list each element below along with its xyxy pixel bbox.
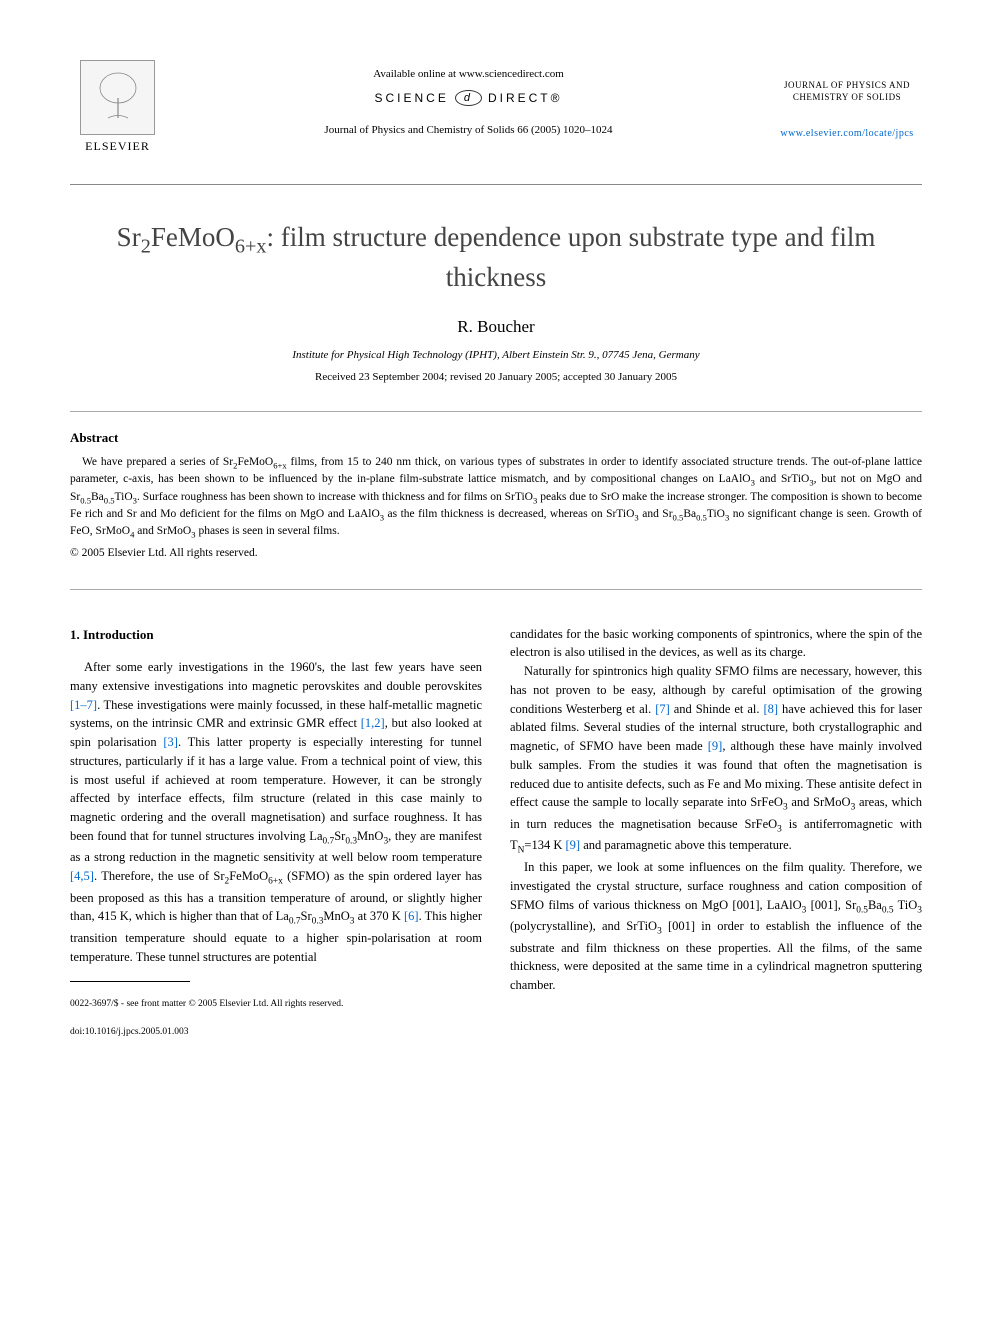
sub: 0.3	[345, 836, 357, 846]
abstract-text: TiO	[115, 491, 133, 503]
sub: 0.5	[696, 512, 707, 522]
header-divider	[70, 184, 922, 185]
abstract-bottom-divider	[70, 589, 922, 590]
available-online-text: Available online at www.sciencedirect.co…	[165, 68, 772, 80]
body-text: After some early investigations in the 1…	[70, 660, 482, 693]
sub: 0.7	[323, 836, 335, 846]
abstract-text: and Sr	[639, 508, 673, 520]
sub: 0.5	[882, 905, 894, 915]
abstract-text: Ba	[91, 491, 104, 503]
sub: 6+x	[268, 877, 283, 887]
ref-link-8[interactable]: [8]	[763, 702, 778, 716]
body-columns: 1. Introduction After some early investi…	[70, 625, 922, 1039]
journal-name-right: JOURNAL OF PHYSICS AND CHEMISTRY OF SOLI…	[772, 80, 922, 103]
body-text: MnO	[323, 909, 349, 923]
body-text: Ba	[868, 898, 882, 912]
body-text: [001], Sr	[806, 898, 856, 912]
abstract-text: Ba	[683, 508, 696, 520]
body-text: FeMoO	[229, 869, 268, 883]
left-column: 1. Introduction After some early investi…	[70, 625, 482, 1039]
intro-paragraph-1-cont: candidates for the basic working compone…	[510, 625, 922, 663]
sub: 0.7	[289, 917, 301, 927]
ref-link-9b[interactable]: [9]	[565, 838, 580, 852]
body-text: (polycrystalline), and SrTiO	[510, 919, 657, 933]
intro-paragraph-1: After some early investigations in the 1…	[70, 658, 482, 966]
sub: 0.5	[80, 495, 91, 505]
sub: 0.5	[856, 905, 868, 915]
ref-link-1-2[interactable]: [1,2]	[361, 716, 385, 730]
abstract-text: and SrTiO	[755, 473, 809, 485]
footer-copyright: 0022-3697/$ - see front matter © 2005 El…	[70, 998, 482, 1010]
ref-link-3[interactable]: [3]	[163, 735, 178, 749]
author-name: R. Boucher	[70, 317, 922, 337]
footer-divider	[70, 981, 190, 982]
abstract-text: phases is seen in several films.	[196, 525, 340, 537]
journal-url-link[interactable]: www.elsevier.com/locate/jpcs	[772, 128, 922, 139]
intro-paragraph-3: In this paper, we look at some influence…	[510, 858, 922, 995]
ref-link-9[interactable]: [9]	[708, 739, 723, 753]
abstract-text: and SrMoO	[134, 525, 191, 537]
ref-link-1-7[interactable]: [1–7]	[70, 698, 97, 712]
abstract-top-divider	[70, 411, 922, 412]
title-part: FeMoO	[151, 222, 235, 252]
article-dates: Received 23 September 2004; revised 20 J…	[70, 371, 922, 383]
footer-doi: doi:10.1016/j.jpcs.2005.01.003	[70, 1026, 482, 1038]
body-text: =134 K	[524, 838, 565, 852]
sub: 0.3	[312, 917, 324, 927]
sciencedirect-logo: SCIENCE d DIRECT®	[165, 90, 772, 106]
abstract-paragraph: We have prepared a series of Sr2FeMoO6+x…	[70, 454, 922, 541]
author-affiliation: Institute for Physical High Technology (…	[70, 349, 922, 361]
body-text: . Therefore, the use of Sr	[94, 869, 225, 883]
body-text: MnO	[357, 829, 383, 843]
body-text: In this paper, we look at some influence…	[510, 860, 922, 912]
sd-right: DIRECT®	[488, 91, 563, 105]
elsevier-logo: ELSEVIER	[70, 60, 165, 154]
body-text: and paramagnetic above this temperature.	[580, 838, 792, 852]
abstract-text: We have prepared a series of Sr	[82, 456, 233, 468]
header-row: ELSEVIER Available online at www.science…	[70, 60, 922, 154]
title-sub: 2	[141, 235, 151, 257]
abstract-heading: Abstract	[70, 430, 922, 446]
body-text: Sr	[301, 909, 312, 923]
body-text: and SrMoO	[788, 795, 851, 809]
body-text: TiO	[894, 898, 918, 912]
right-column: candidates for the basic working compone…	[510, 625, 922, 1039]
ref-link-4-5[interactable]: [4,5]	[70, 869, 94, 883]
ref-link-6[interactable]: [6]	[404, 909, 419, 923]
sub: 3	[917, 905, 922, 915]
title-part: Sr	[117, 222, 141, 252]
sub: 6+x	[273, 460, 286, 470]
sd-left: SCIENCE	[375, 91, 449, 105]
body-text: . This latter property is especially int…	[70, 735, 482, 843]
header-center: Available online at www.sciencedirect.co…	[165, 60, 772, 136]
ref-link-7[interactable]: [7]	[655, 702, 670, 716]
sd-d-icon: d	[455, 90, 482, 106]
abstract-text: TiO	[707, 508, 725, 520]
abstract-text: as the film thickness is decreased, wher…	[384, 508, 634, 520]
intro-paragraph-2: Naturally for spintronics high quality S…	[510, 662, 922, 858]
journal-reference: Journal of Physics and Chemistry of Soli…	[165, 124, 772, 136]
sub: 0.5	[104, 495, 115, 505]
header-right: JOURNAL OF PHYSICS AND CHEMISTRY OF SOLI…	[772, 60, 922, 139]
body-text: at 370 K	[354, 909, 404, 923]
copyright-line: © 2005 Elsevier Ltd. All rights reserved…	[70, 547, 922, 559]
sub: 0.5	[673, 512, 684, 522]
abstract-text: FeMoO	[237, 456, 273, 468]
title-sub: 6+x	[235, 235, 267, 257]
section-1-heading: 1. Introduction	[70, 625, 482, 645]
title-part: : film structure dependence upon substra…	[267, 222, 876, 292]
body-text: and Shinde et al.	[670, 702, 764, 716]
abstract-text: . Surface roughness has been shown to in…	[137, 491, 533, 503]
article-title: Sr2FeMoO6+x: film structure dependence u…	[70, 220, 922, 295]
elsevier-tree-icon	[80, 60, 155, 135]
body-text: Sr	[334, 829, 345, 843]
elsevier-label: ELSEVIER	[85, 139, 150, 154]
